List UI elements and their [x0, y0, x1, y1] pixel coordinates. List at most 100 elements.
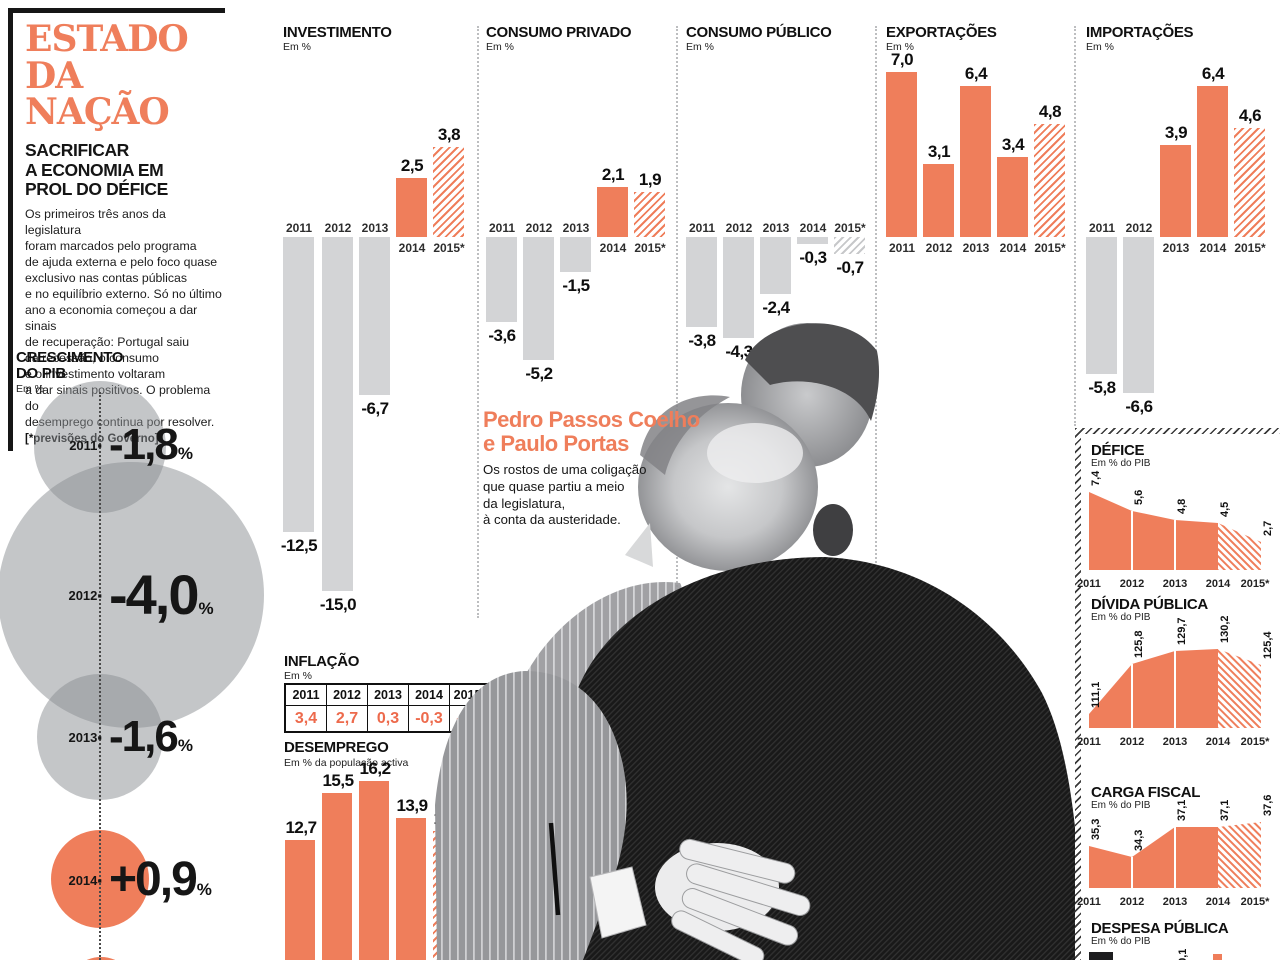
chart-unit: Em % — [1086, 41, 1115, 53]
table-value-cell: 2,7 — [326, 705, 368, 733]
tick-label: 2014 — [999, 241, 1027, 255]
chart-title-importacoes: IMPORTAÇÕES — [1086, 24, 1194, 41]
tick-label: 2011 — [285, 221, 313, 235]
value-label: -12,5 — [280, 536, 318, 555]
value-label: -0,7 — [836, 258, 864, 277]
pib-percent-sign: % — [196, 880, 212, 899]
hand-fingers-shape — [671, 838, 811, 960]
value-label: 111,1 — [1090, 682, 1102, 708]
photo-caption: Pedro Passos Coelho e Paulo Portas Os ro… — [483, 408, 763, 529]
tick-label: 2015* — [834, 221, 866, 235]
photo-illustration — [435, 323, 1083, 960]
bar — [285, 840, 315, 960]
chart-unit: Em % — [686, 41, 715, 53]
value-label: 130,2 — [1219, 615, 1231, 643]
value-label: 16,2 — [359, 759, 391, 778]
value-label: 7,0 — [890, 50, 914, 69]
tick-label: 2011 — [1077, 896, 1101, 908]
value-label: 3,8 — [437, 125, 461, 144]
tick-label: 2011 — [688, 221, 716, 235]
fiscal-panel: DÉFICE Em % do PIB 7,4 5,6 4,8 4,5 2,7 2… — [1075, 428, 1280, 960]
chart-unit: Em % da população activa — [284, 757, 409, 769]
value-label: 6,4 — [964, 64, 988, 83]
value-label: 3,4 — [1001, 135, 1025, 154]
tick-label: 2012 — [1119, 736, 1145, 748]
tick-label: 2014 — [398, 241, 426, 255]
pinstripe-arm-shape — [435, 671, 627, 960]
table-header-cell: 2011 — [284, 683, 327, 706]
bar-forecast — [834, 237, 865, 254]
chart-unit: Em % — [486, 41, 515, 53]
value-label: 7,4 — [1090, 470, 1102, 486]
bar — [597, 187, 628, 237]
tick-label: 2012 — [1125, 221, 1153, 235]
pib-value: +0,9 — [109, 853, 198, 906]
value-label: -2,4 — [762, 298, 790, 317]
table-value-cell: -0,3 — [408, 705, 450, 733]
tick-label: 2015* — [1240, 896, 1270, 908]
caption-names: Pedro Passos Coelho e Paulo Portas — [483, 407, 700, 456]
value-label: 15,5 — [322, 771, 354, 790]
tick-label: 2013 — [361, 221, 389, 235]
tick-label: 2013 — [1162, 578, 1188, 590]
pib-point-2011: 2011▪ -1,8 % — [52, 421, 193, 469]
pib-value: -4,0 — [109, 563, 199, 626]
ear-shape — [813, 504, 853, 556]
value-label: -6,6 — [1125, 397, 1153, 416]
value-label: 4,8 — [1038, 102, 1062, 121]
chart-title-despesa: DESPESA PÚBLICA — [1091, 920, 1229, 937]
pib-point-2012: 2012▪ -4,0 % — [52, 563, 213, 626]
value-label: 4,8 — [1176, 499, 1188, 514]
bar — [359, 781, 389, 960]
tick-label: 2014 — [599, 241, 627, 255]
chart-title-exportacoes: EXPORTAÇÕES — [886, 24, 997, 41]
bar — [886, 72, 917, 237]
value-label: 37,1 — [1219, 800, 1231, 821]
tick-label: 2012 — [1119, 578, 1145, 590]
value-label: 4,5 — [1219, 502, 1231, 517]
table-value-cell: 0,3 — [367, 705, 409, 733]
bar-forecast — [433, 147, 464, 237]
pib-year: 2011 — [69, 437, 98, 453]
value-label: 37,1 — [1176, 800, 1188, 821]
value-label: -0,3 — [799, 248, 827, 267]
defice-area-chart: 7,4 5,6 4,8 4,5 2,7 — [1089, 470, 1274, 570]
value-label: -15,0 — [319, 595, 357, 614]
bar — [396, 178, 427, 237]
tick-label: 2014 — [1205, 896, 1231, 908]
tick-label: 2012 — [725, 221, 753, 235]
pib-point-2014: 2014▪ +0,9 % — [52, 853, 212, 906]
bar — [686, 237, 717, 327]
pib-year: 2014 — [68, 872, 98, 888]
bar — [322, 793, 352, 960]
divida-area-chart: 111,1 125,8 129,7 130,2 125,4 — [1089, 615, 1274, 728]
value-label: 6,4 — [1201, 64, 1225, 83]
bullet-icon: ▪ — [97, 437, 102, 453]
value-label: -4,3 — [725, 342, 753, 361]
tick-label: 2011 — [488, 221, 516, 235]
chart-unit: Em % do PIB — [1091, 612, 1151, 623]
tick-label: 2015* — [1234, 241, 1266, 255]
tick-label: 2012 — [1119, 896, 1145, 908]
page-title: ESTADO DA NAÇÃO — [25, 18, 189, 134]
column-divider — [477, 26, 479, 618]
value-label: 125,8 — [1133, 630, 1145, 658]
header-block: ESTADO DA NAÇÃO SACRIFICAR A ECONOMIA EM… — [8, 8, 225, 451]
table-header-cell: 2012 — [326, 683, 368, 706]
bullet-icon: ▪ — [97, 729, 102, 745]
value-label: -5,8 — [1088, 378, 1116, 397]
bar — [1160, 145, 1191, 237]
bullet-icon: ▪ — [97, 587, 102, 603]
bar — [1086, 237, 1117, 374]
bar-forecast — [634, 192, 665, 237]
value-label: -3,8 — [688, 331, 716, 350]
bar — [560, 237, 591, 272]
tick-label: 2014 — [1205, 736, 1231, 748]
value-label: 4,6 — [1238, 106, 1262, 125]
page-subtitle: SACRIFICAR A ECONOMIA EM PROL DO DÉFICE — [25, 140, 168, 200]
nose-shape — [625, 523, 653, 567]
pen-shape — [548, 822, 561, 916]
bar-forecast — [1234, 128, 1265, 237]
chart-unit: Em % do PIB — [1091, 800, 1151, 811]
chart-unit: Em % — [886, 41, 915, 53]
